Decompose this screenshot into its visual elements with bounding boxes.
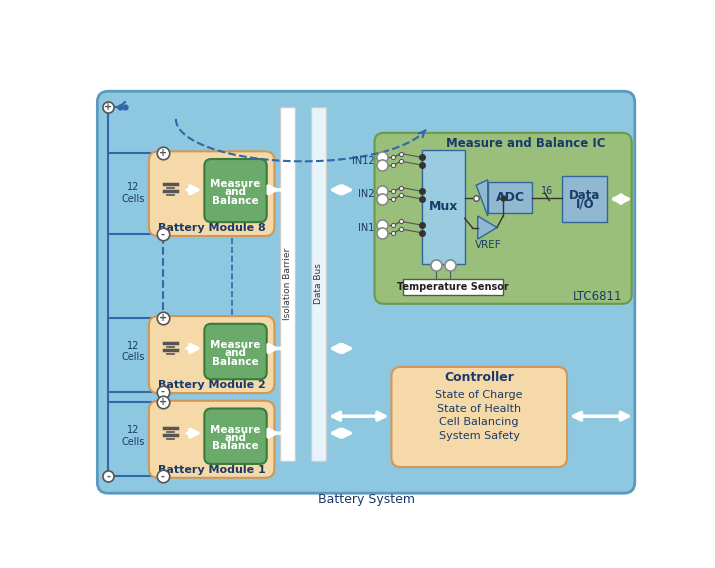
Bar: [563, 176, 607, 222]
Text: +: +: [159, 312, 167, 323]
FancyBboxPatch shape: [392, 367, 567, 467]
Text: IN1: IN1: [358, 223, 375, 233]
Bar: [423, 150, 465, 264]
Polygon shape: [478, 216, 497, 239]
FancyBboxPatch shape: [149, 316, 275, 393]
Text: IN2: IN2: [358, 190, 375, 199]
Text: 12
Cells: 12 Cells: [122, 341, 145, 362]
Text: Balance: Balance: [212, 357, 259, 366]
FancyBboxPatch shape: [375, 133, 632, 304]
Text: -: -: [161, 229, 164, 240]
Text: and: and: [225, 433, 247, 443]
Bar: [310, 107, 326, 461]
Bar: [403, 279, 503, 295]
Text: Measure: Measure: [210, 340, 261, 350]
Polygon shape: [476, 180, 488, 216]
Text: Balance: Balance: [212, 195, 259, 206]
Text: Isolation Barrier: Isolation Barrier: [283, 248, 292, 320]
Text: Temperature Sensor: Temperature Sensor: [398, 282, 509, 292]
FancyBboxPatch shape: [204, 408, 267, 464]
Text: Battery Module 1: Battery Module 1: [158, 465, 265, 475]
FancyBboxPatch shape: [149, 401, 275, 478]
Text: Battery System: Battery System: [317, 493, 415, 506]
Text: -: -: [161, 471, 164, 481]
FancyBboxPatch shape: [97, 91, 635, 493]
Text: State of Charge: State of Charge: [435, 390, 523, 400]
Text: 12
Cells: 12 Cells: [122, 425, 145, 447]
Bar: [280, 107, 295, 461]
Text: and: and: [225, 187, 247, 197]
Text: Data: Data: [569, 189, 601, 202]
Text: VREF: VREF: [475, 240, 502, 250]
Text: +: +: [159, 148, 167, 158]
Text: 16: 16: [541, 186, 553, 197]
Text: -: -: [161, 387, 164, 396]
Bar: [488, 182, 533, 213]
Text: Cell Balancing: Cell Balancing: [440, 417, 519, 427]
FancyBboxPatch shape: [149, 151, 275, 236]
Text: I/O: I/O: [576, 197, 594, 210]
Text: Measure: Measure: [210, 179, 261, 190]
FancyBboxPatch shape: [204, 324, 267, 379]
Text: Battery Module 2: Battery Module 2: [158, 381, 265, 390]
Text: +: +: [159, 398, 167, 407]
Text: LTC6811: LTC6811: [573, 290, 623, 303]
Text: Measure and Balance IC: Measure and Balance IC: [446, 137, 606, 150]
Text: and: and: [225, 348, 247, 358]
Text: Measure: Measure: [210, 425, 261, 435]
FancyBboxPatch shape: [204, 159, 267, 222]
Text: ADC: ADC: [495, 191, 525, 204]
Text: Balance: Balance: [212, 441, 259, 451]
Text: System Safety: System Safety: [439, 431, 520, 441]
Text: -: -: [106, 471, 110, 481]
Text: Data Bus: Data Bus: [314, 264, 322, 304]
Text: State of Health: State of Health: [437, 403, 521, 414]
Text: Battery Module 8: Battery Module 8: [158, 223, 265, 233]
Text: IN12: IN12: [352, 156, 375, 165]
Text: 12
Cells: 12 Cells: [122, 182, 145, 204]
Text: Controller: Controller: [444, 371, 514, 384]
Text: Mux: Mux: [429, 201, 458, 213]
Text: +: +: [104, 102, 112, 112]
